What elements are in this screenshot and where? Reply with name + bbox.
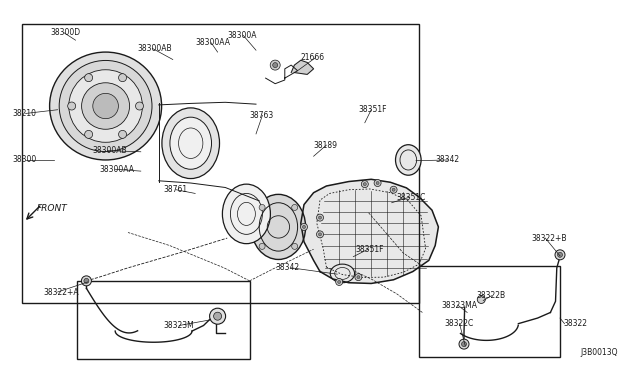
Ellipse shape [162, 108, 220, 179]
Ellipse shape [170, 117, 211, 169]
Text: 38189: 38189 [314, 141, 338, 150]
Text: 38351F: 38351F [355, 245, 384, 254]
Text: 38761: 38761 [163, 185, 188, 194]
Text: 38322B: 38322B [477, 291, 506, 300]
Bar [22, 24, 419, 303]
Text: 38300AA: 38300AA [99, 165, 134, 174]
Circle shape [303, 225, 305, 228]
Text: 21666: 21666 [301, 53, 325, 62]
Ellipse shape [251, 194, 306, 260]
Text: J3B0013Q: J3B0013Q [580, 348, 618, 357]
Ellipse shape [396, 145, 421, 175]
Circle shape [68, 102, 76, 110]
Ellipse shape [93, 93, 118, 119]
Text: 38763: 38763 [250, 111, 274, 120]
Circle shape [273, 62, 278, 68]
Circle shape [319, 233, 321, 236]
Circle shape [84, 130, 93, 138]
Text: 38342: 38342 [435, 155, 460, 164]
Circle shape [355, 274, 362, 280]
Circle shape [390, 186, 397, 193]
Circle shape [477, 295, 485, 304]
Circle shape [357, 276, 360, 279]
Circle shape [362, 181, 368, 187]
Circle shape [336, 279, 342, 285]
Ellipse shape [50, 52, 162, 160]
Circle shape [84, 278, 89, 283]
Circle shape [338, 280, 340, 283]
Polygon shape [301, 179, 438, 283]
Circle shape [270, 60, 280, 70]
Circle shape [461, 341, 467, 347]
Text: 38300D: 38300D [50, 28, 80, 37]
Text: 38323M: 38323M [163, 321, 194, 330]
Text: 38300: 38300 [13, 155, 37, 164]
Text: 38322+A: 38322+A [44, 288, 79, 296]
Text: FRONT: FRONT [37, 204, 68, 213]
Circle shape [374, 180, 381, 186]
Circle shape [84, 74, 93, 82]
Ellipse shape [330, 264, 355, 283]
Circle shape [210, 308, 226, 324]
Circle shape [81, 276, 92, 286]
Ellipse shape [69, 70, 143, 142]
Polygon shape [291, 60, 314, 74]
Text: 38300AA: 38300AA [195, 38, 230, 47]
Circle shape [214, 312, 221, 320]
Circle shape [118, 130, 127, 138]
Circle shape [292, 243, 298, 249]
Text: 38300AB: 38300AB [93, 146, 127, 155]
Text: 38322+B: 38322+B [531, 234, 566, 243]
Text: 38322C: 38322C [445, 319, 474, 328]
Text: 38300AB: 38300AB [138, 44, 172, 53]
Circle shape [292, 205, 298, 211]
Circle shape [317, 231, 323, 238]
Circle shape [301, 224, 307, 230]
Circle shape [376, 182, 379, 185]
Text: 38342: 38342 [275, 263, 300, 272]
Circle shape [364, 183, 366, 186]
Bar [77, 281, 250, 359]
Ellipse shape [60, 60, 152, 151]
Text: 38210: 38210 [13, 109, 36, 118]
Circle shape [118, 74, 127, 82]
Text: 38323MA: 38323MA [442, 301, 477, 310]
Text: 38351C: 38351C [397, 193, 426, 202]
Circle shape [259, 243, 265, 249]
Bar [419, 266, 560, 357]
Circle shape [557, 252, 563, 257]
Circle shape [259, 205, 265, 211]
Circle shape [319, 216, 321, 219]
Circle shape [459, 339, 469, 349]
Circle shape [392, 188, 395, 191]
Circle shape [555, 250, 565, 260]
Ellipse shape [223, 184, 270, 244]
Text: 38300A: 38300A [227, 31, 257, 40]
Circle shape [136, 102, 143, 110]
Ellipse shape [82, 83, 130, 129]
Circle shape [317, 214, 323, 221]
Text: 38351F: 38351F [358, 105, 387, 114]
Text: 38322: 38322 [563, 319, 588, 328]
